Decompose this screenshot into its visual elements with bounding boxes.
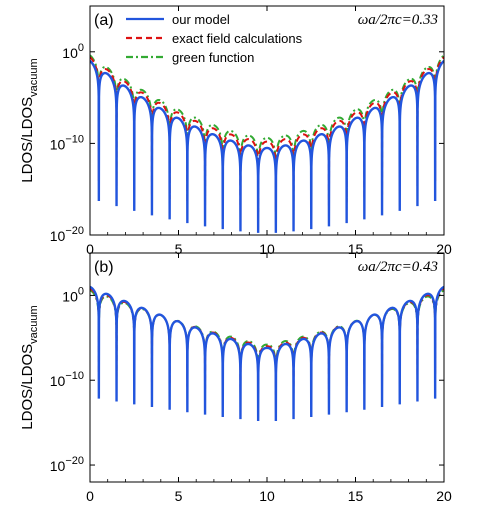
legend-entry: our model	[172, 12, 230, 27]
series-green-function	[90, 289, 444, 362]
axes-frame	[89, 252, 445, 483]
series-our-model	[90, 60, 444, 233]
y-tick-label: 10−10	[50, 370, 84, 389]
panel-label: (b)	[94, 259, 114, 276]
y-tick-label: 100	[62, 42, 84, 61]
x-tick-label: 0	[86, 488, 94, 504]
frequency-label: ωa/2πc=0.43	[358, 259, 438, 275]
y-axis-label: LDOS/LDOSvacuum	[19, 305, 40, 429]
curves	[90, 54, 444, 233]
x-tick-label: 20	[436, 488, 452, 504]
series-exact-field-calculations	[90, 56, 444, 212]
x-tick-label: 15	[348, 488, 364, 504]
frequency-label: ωa/2πc=0.33	[358, 12, 438, 28]
legend-entry: exact field calculations	[172, 31, 303, 46]
y-tick-label: 10−20	[50, 225, 84, 244]
series-exact-field-calculations	[90, 287, 444, 395]
legend: our model exact field calculations green f…	[126, 12, 303, 65]
chart-panel-b: 0 5 10 15 20 100 10−10 10−20 LDOS/LDOSvacuum (b) ω…	[19, 252, 452, 514]
x-tick-label: 5	[175, 488, 183, 504]
x-axis-label: Position (z/a)	[223, 512, 311, 514]
y-tick-label: 100	[62, 285, 84, 304]
y-tick-label: 10−10	[50, 133, 84, 152]
curves	[90, 285, 444, 421]
y-tick-label: 10−20	[50, 455, 84, 474]
x-tick-label: 5	[175, 241, 183, 257]
panel-label: (a)	[94, 12, 114, 29]
y-axis-label: LDOS/LDOSvacuum	[19, 58, 40, 182]
x-tick-label: 0	[86, 241, 94, 257]
series-our-model	[90, 285, 444, 421]
legend-entry: green function	[172, 50, 254, 65]
x-tick-label: 10	[259, 488, 275, 504]
series-green-function	[90, 54, 444, 157]
